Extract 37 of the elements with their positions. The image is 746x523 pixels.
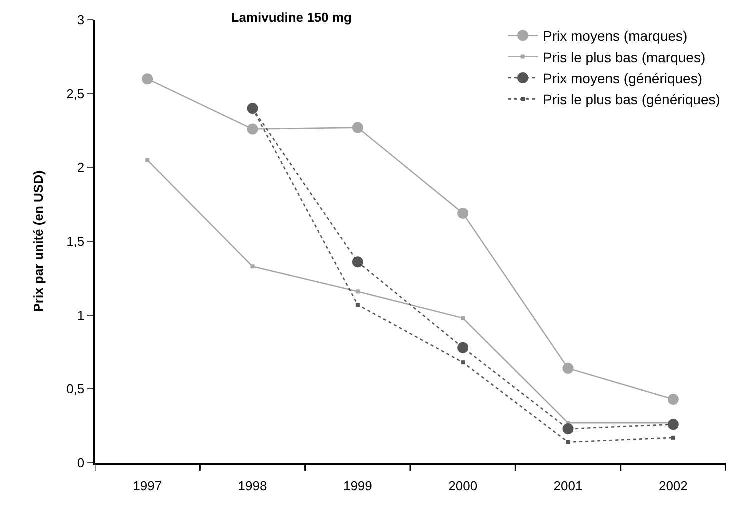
x-tick-label: 1998 [238, 478, 268, 494]
point [458, 342, 469, 354]
point [356, 290, 360, 294]
x-tick-label: 2000 [448, 478, 478, 494]
point [458, 208, 469, 219]
point [250, 264, 255, 269]
point [562, 362, 574, 374]
chart-title: Lamivudine 150 mg [231, 10, 352, 26]
y-tick-label: 0,5 [66, 382, 85, 397]
x-tick-label: 1999 [343, 478, 372, 494]
y-tick-label: 0 [77, 456, 85, 471]
point [668, 419, 679, 430]
legend-label: Pris le plus bas (marques) [543, 49, 706, 66]
point [352, 122, 364, 134]
x-tick-label: 2001 [554, 478, 583, 494]
legend-label: Prix moyens (génériques) [543, 70, 703, 86]
point [461, 316, 466, 320]
y-axis-title: Prix par unité (en USD) [31, 170, 46, 312]
point [356, 303, 360, 307]
y-tick-label: 3 [77, 12, 85, 28]
y-tick-label: 2 [77, 160, 85, 176]
x-tick-label: 1997 [133, 478, 162, 494]
legend-label: Pris le plus bas (génériques) [543, 92, 720, 108]
point [352, 256, 364, 268]
y-tick-label: 1,5 [66, 234, 85, 250]
legend-label: Prix moyens (marques) [543, 28, 688, 44]
point [668, 394, 679, 405]
x-tick-label: 2002 [658, 478, 688, 494]
y-tick-label: 2,5 [66, 86, 85, 102]
point [146, 158, 150, 162]
point [566, 440, 570, 444]
point [461, 360, 466, 365]
point [671, 436, 676, 440]
point [562, 424, 574, 435]
y-tick-label: 1 [77, 308, 85, 323]
point [247, 124, 258, 135]
point [142, 74, 154, 85]
